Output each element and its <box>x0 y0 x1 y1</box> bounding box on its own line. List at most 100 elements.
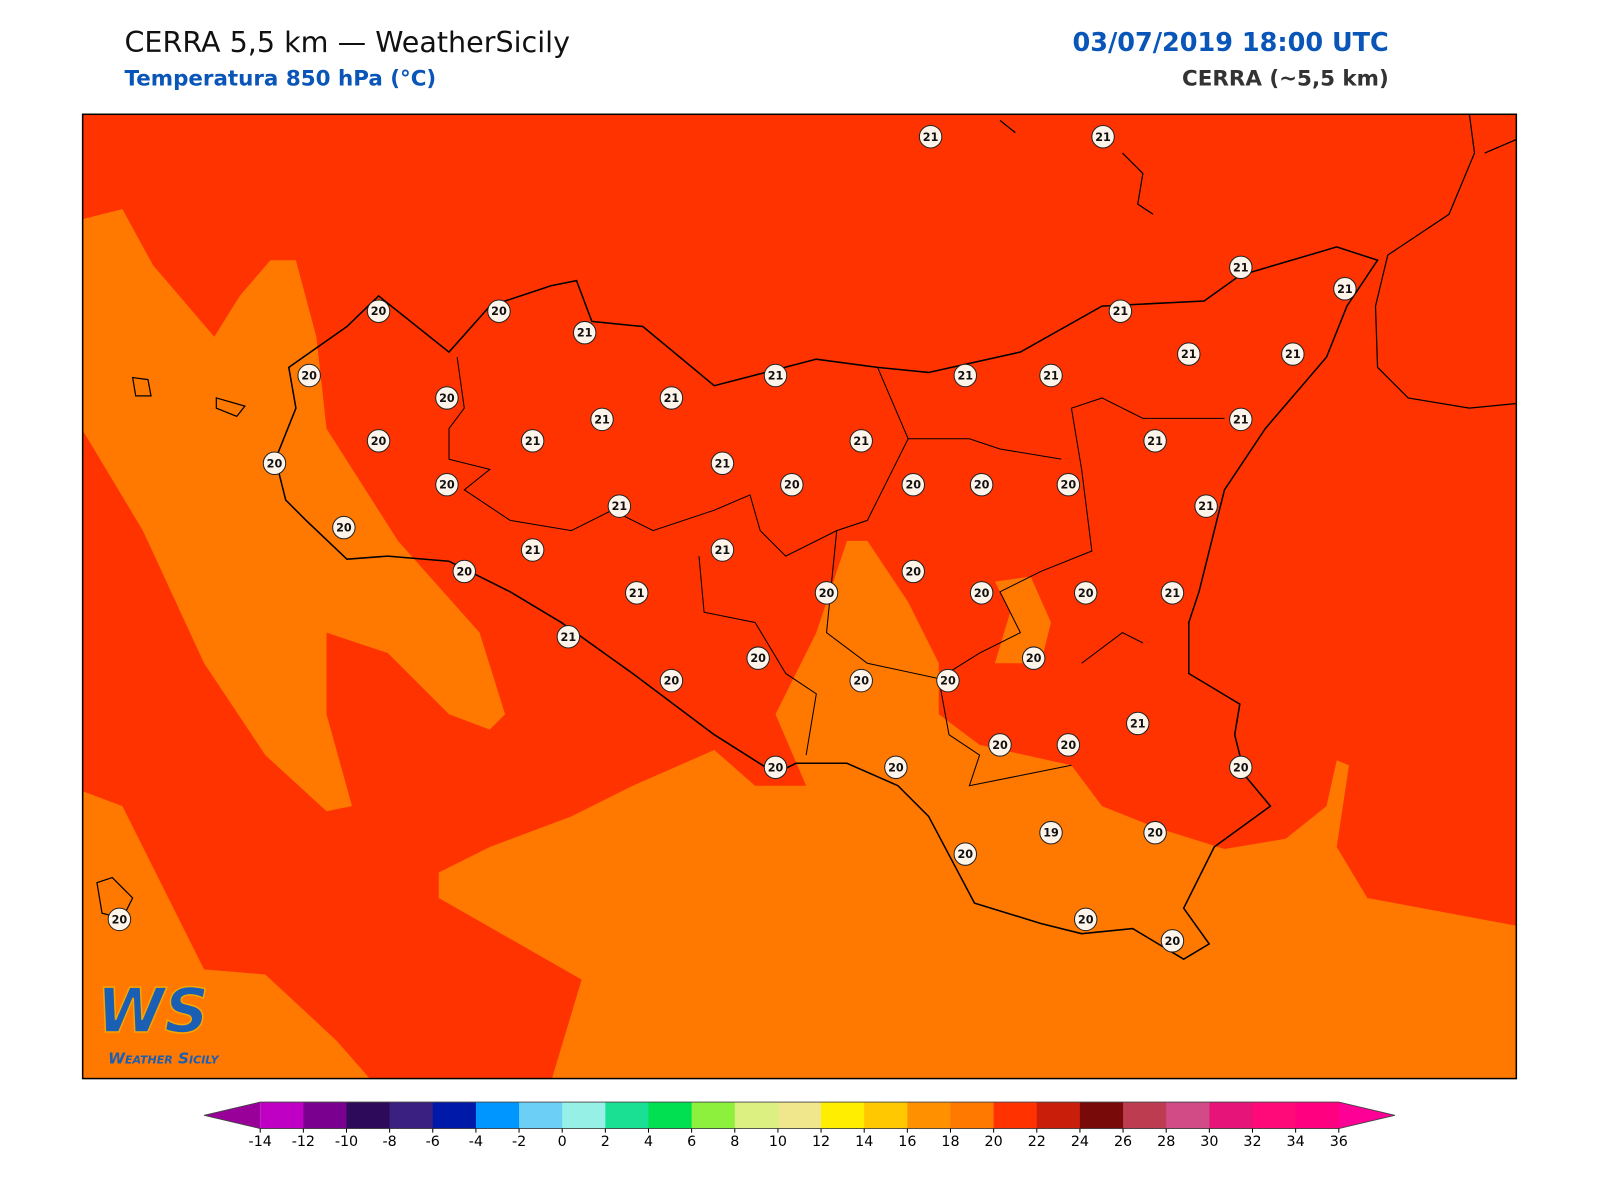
colorbar-segment <box>1079 1102 1124 1129</box>
station-marker <box>625 581 649 605</box>
station-marker <box>520 429 545 453</box>
station-value: 21 <box>664 392 680 405</box>
station-value: 21 <box>1233 413 1249 426</box>
station-marker <box>936 668 960 693</box>
station-value: 20 <box>439 392 455 405</box>
station-marker <box>1143 429 1167 453</box>
station-value: 20 <box>1026 652 1042 665</box>
colorbar-segment <box>691 1102 736 1129</box>
station-marker <box>435 472 459 497</box>
station-marker <box>1108 299 1133 323</box>
colorbar-tick-label: 20 <box>985 1134 1003 1150</box>
colorbar-segment <box>519 1102 563 1129</box>
station-marker <box>780 472 804 497</box>
station-marker <box>710 538 735 562</box>
colorbar-tick-label: 28 <box>1157 1134 1175 1150</box>
station-value: 21 <box>715 457 731 470</box>
colorbar-tick-label: -4 <box>469 1134 483 1150</box>
station-value: 20 <box>750 652 766 665</box>
station-value: 21 <box>1147 435 1163 448</box>
station-value: 21 <box>1198 500 1214 513</box>
station-value: 21 <box>1181 348 1197 361</box>
colorbar-tick-label: 0 <box>558 1134 567 1150</box>
colorbar-tick-label: -12 <box>292 1134 315 1150</box>
station-marker <box>659 386 684 410</box>
colorbar-segment <box>1123 1102 1167 1129</box>
station-marker <box>763 363 788 388</box>
station-marker <box>556 625 581 649</box>
station-marker <box>849 429 873 453</box>
colorbar-segment <box>260 1102 304 1129</box>
station-value: 20 <box>957 848 973 861</box>
logo: WS Weather Sicily <box>96 975 219 1068</box>
station-marker <box>918 125 943 149</box>
colorbar-segment <box>346 1102 391 1129</box>
station-value: 20 <box>371 435 387 448</box>
station-value: 20 <box>940 675 956 688</box>
station-marker <box>366 429 391 453</box>
station-marker <box>1229 755 1253 780</box>
station-marker <box>1039 820 1063 845</box>
colorbar-tick-label: 4 <box>644 1134 653 1150</box>
station-value: 21 <box>768 370 784 383</box>
station-marker <box>988 733 1012 757</box>
colorbar-segment <box>605 1102 649 1129</box>
station-value: 21 <box>1113 305 1129 318</box>
station-value: 21 <box>577 327 593 340</box>
station-marker <box>849 668 873 693</box>
logo-name: Weather Sicily <box>108 1050 219 1068</box>
station-marker <box>1333 277 1357 301</box>
station-marker <box>297 363 321 388</box>
station-value: 20 <box>1147 827 1163 840</box>
station-value: 20 <box>905 479 921 492</box>
colorbar-extend-max <box>1338 1102 1395 1129</box>
colorbar-tick-label: 24 <box>1071 1134 1089 1150</box>
station-value: 20 <box>905 565 921 578</box>
station-marker <box>763 755 788 780</box>
station-value: 21 <box>957 370 973 383</box>
station-value: 21 <box>1337 283 1353 296</box>
colorbar-tick-label: 18 <box>941 1134 959 1150</box>
station-marker <box>1229 255 1253 280</box>
station-value: 20 <box>1078 913 1094 926</box>
colorbar-tick-label: 30 <box>1200 1134 1218 1150</box>
station-marker <box>1091 125 1115 149</box>
colorbar-segment <box>1209 1102 1254 1129</box>
field-orange <box>82 209 506 812</box>
station-value: 20 <box>371 305 387 318</box>
station-value: 21 <box>1233 261 1249 274</box>
station-value: 21 <box>525 435 541 448</box>
station-value: 20 <box>853 675 869 688</box>
station-value: 20 <box>439 479 455 492</box>
colorbar-tick-label: 8 <box>730 1134 739 1150</box>
station-value: 20 <box>974 479 990 492</box>
colorbar-tick-label: 36 <box>1330 1134 1348 1150</box>
colorbar-segment <box>1295 1102 1340 1129</box>
station-value: 20 <box>1165 935 1181 948</box>
colorbar-segment <box>950 1102 995 1129</box>
station-value: 20 <box>1078 587 1094 600</box>
colorbar-tick-label: 26 <box>1114 1134 1132 1150</box>
station-marker <box>1160 581 1185 605</box>
colorbar-tick-label: 16 <box>898 1134 916 1150</box>
station-marker <box>1056 472 1081 497</box>
station-marker <box>435 386 459 410</box>
station-marker <box>659 668 684 693</box>
colorbar-segment <box>1036 1102 1081 1129</box>
station-value: 20 <box>992 739 1008 752</box>
subtitle: Temperatura 850 hPa (°C) <box>124 67 436 92</box>
station-value: 20 <box>1233 761 1249 774</box>
station-value: 21 <box>1130 717 1146 730</box>
station-marker <box>590 407 614 432</box>
station-marker <box>901 559 925 584</box>
station-value: 20 <box>888 761 904 774</box>
map: 21 21 21 21 20 20 21 21 20 21 21 21 21 21 20 21 21 21 20 21… <box>82 114 1517 1079</box>
station-marker <box>607 494 632 518</box>
colorbar-segment <box>1252 1102 1297 1129</box>
station-value: 21 <box>853 435 869 448</box>
station-marker <box>710 451 735 475</box>
station-value: 20 <box>784 479 800 492</box>
station-value: 20 <box>1061 479 1077 492</box>
colorbar-segment <box>648 1102 693 1129</box>
